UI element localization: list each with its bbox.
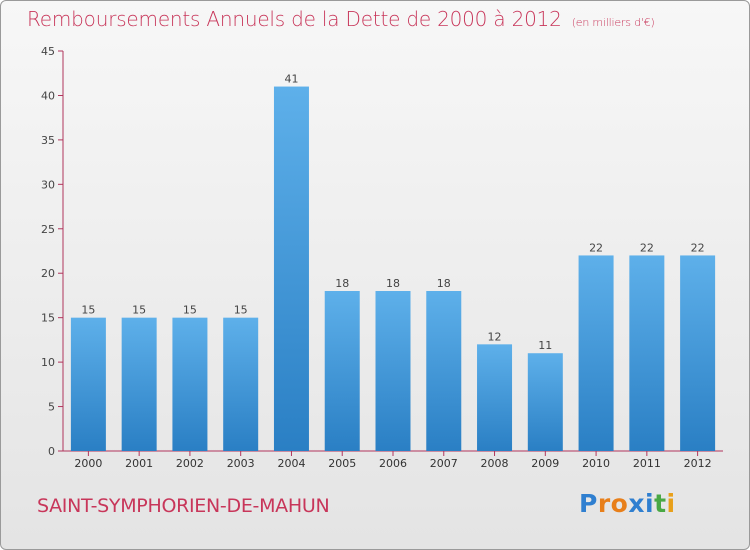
data-label: 18 [335,277,349,290]
logo-letter: P [579,489,598,518]
x-tick-label: 2006 [379,457,407,470]
bar-2008 [477,344,513,451]
y-tick-label: 10 [41,356,55,369]
y-tick-label: 40 [41,89,55,102]
logo-letter: r [597,489,611,518]
bar-2012 [680,255,716,451]
y-tick-label: 15 [41,312,55,325]
y-tick-label: 20 [41,267,55,280]
data-label: 15 [183,304,197,317]
title-unit: (en milliers d'€) [571,16,655,29]
data-label: 41 [284,73,298,86]
y-tick-label: 0 [48,445,55,458]
bar-2004 [273,86,309,452]
data-label: 15 [132,304,146,317]
data-label: 18 [437,277,451,290]
x-tick-label: 2001 [125,457,153,470]
y-tick-label: 5 [48,401,55,414]
data-label: 22 [589,241,603,254]
x-tick-label: 2012 [684,457,712,470]
x-tick-label: 2000 [74,457,102,470]
logo-letter: x [628,489,645,518]
x-tick-label: 2009 [531,457,559,470]
data-label: 11 [538,339,552,352]
x-tick-label: 2004 [277,457,305,470]
x-tick-label: 2003 [227,457,255,470]
data-label: 15 [234,304,248,317]
y-tick-label: 35 [41,134,55,147]
data-label: 15 [81,304,95,317]
bar-2001 [121,317,157,451]
x-tick-label: 2007 [430,457,458,470]
x-tick-label: 2002 [176,457,204,470]
commune-name: SAINT-SYMPHORIEN-DE-MAHUN [37,495,330,517]
x-tick-label: 2011 [633,457,661,470]
bar-2007 [426,291,462,451]
y-tick-label: 30 [41,178,55,191]
bar-2009 [527,353,563,451]
data-label: 12 [488,330,502,343]
y-tick-label: 45 [41,45,55,58]
data-label: 18 [386,277,400,290]
data-label: 22 [640,241,654,254]
y-tick-label: 25 [41,223,55,236]
logo-letter: t [654,489,667,518]
logo-letter: i [666,489,676,518]
logo-letter: o [610,489,629,518]
bar-2000 [70,317,106,451]
data-label: 22 [691,241,705,254]
proxiti-logo: Proxiti [579,489,676,518]
x-tick-label: 2008 [481,457,509,470]
chart-title: Remboursements Annuels de la Dette de 20… [27,7,655,31]
logo-letter: i [645,489,655,518]
x-tick-label: 2005 [328,457,356,470]
x-tick-label: 2010 [582,457,610,470]
title-text: Remboursements Annuels de la Dette de 20… [27,7,562,31]
bar-2006 [375,291,411,451]
bar-2011 [629,255,665,451]
bar-2005 [324,291,360,451]
bar-2003 [223,317,259,451]
bar-2010 [578,255,614,451]
bar-2002 [172,317,208,451]
